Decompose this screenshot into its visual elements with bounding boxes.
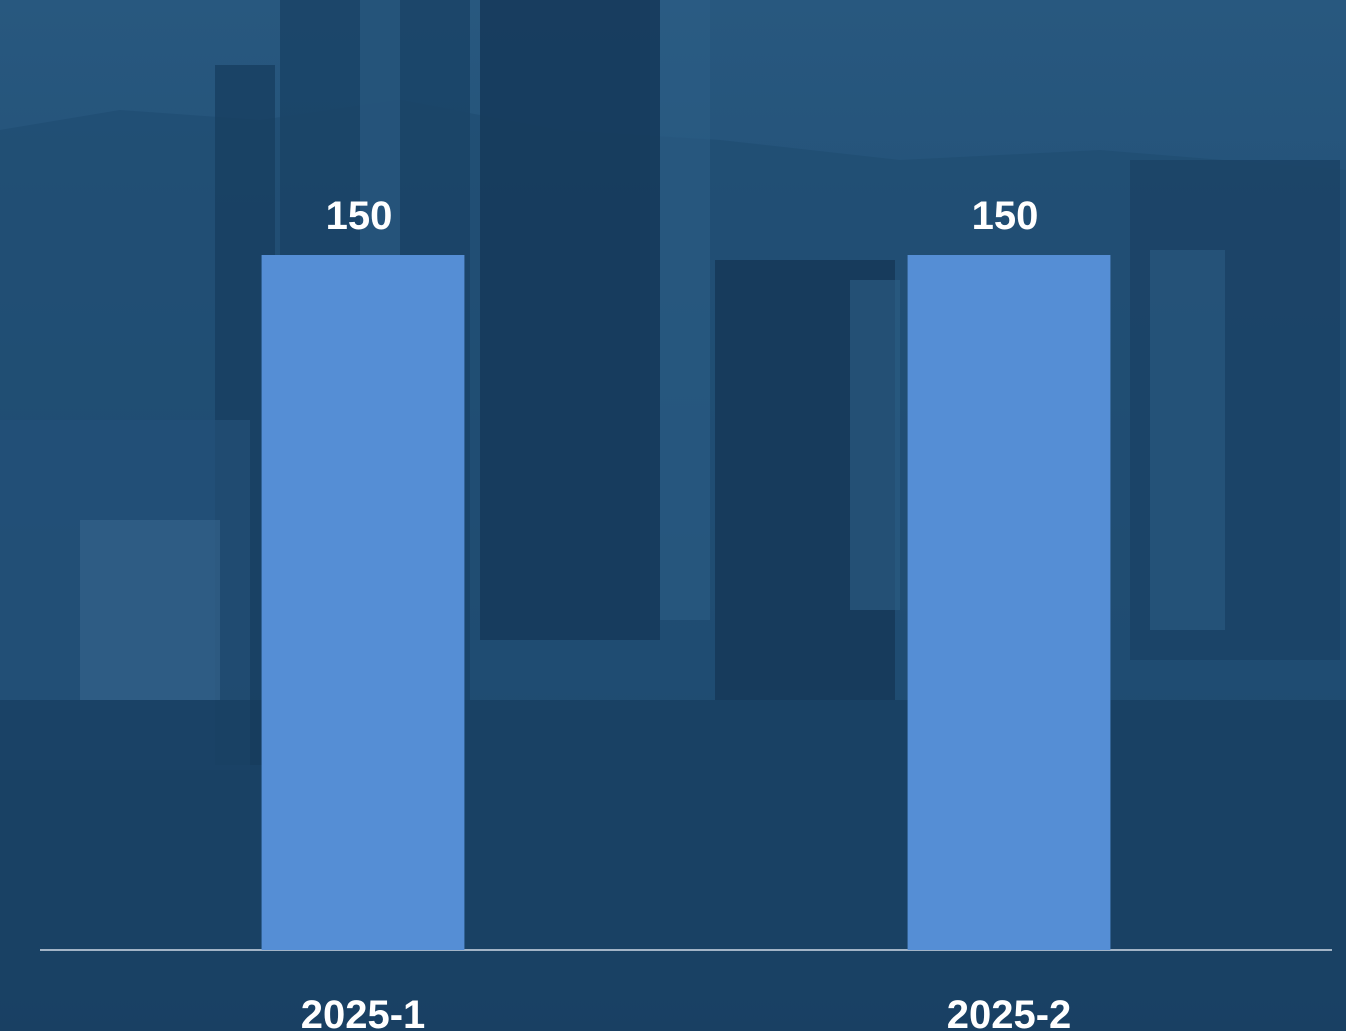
value-label: 150 (326, 194, 393, 238)
value-label: 150 (972, 194, 1039, 238)
x-tick-label: 2025-2 (947, 993, 1072, 1031)
bar (907, 255, 1111, 950)
x-tick-label: 2025-1 (301, 993, 426, 1031)
bar (261, 255, 465, 950)
